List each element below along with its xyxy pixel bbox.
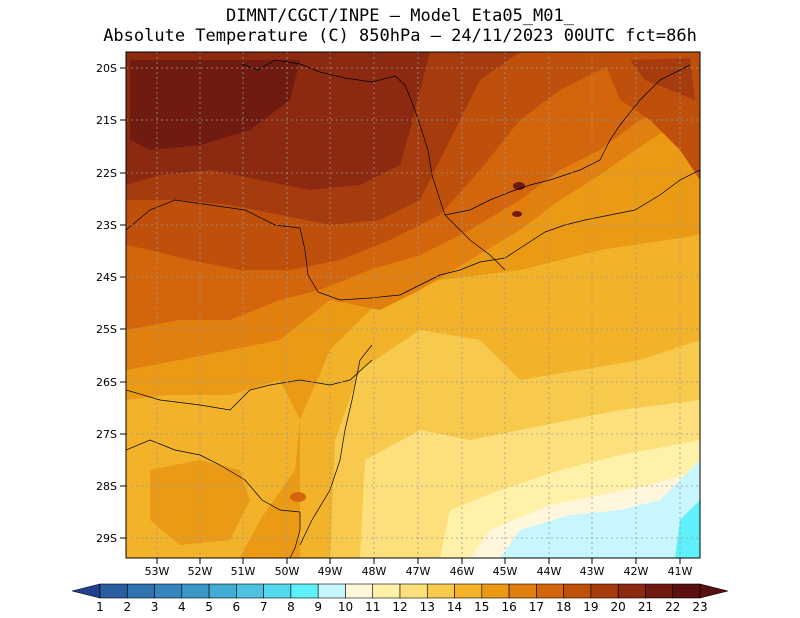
lat-label: 27S: [96, 428, 117, 441]
colorbar-label: 1: [96, 600, 104, 614]
colorbar-swatch: [345, 583, 374, 599]
colorbar-label: 2: [123, 600, 131, 614]
lon-label: 47W: [406, 565, 431, 578]
lat-label: 25S: [96, 323, 117, 336]
colorbar-swatch: [426, 583, 455, 599]
colorbar-swatch: [645, 583, 674, 599]
map-title-line1: DIMNT/CGCT/INPE — Model Eta05_M01_: [226, 6, 574, 26]
colorbar-swatch: [372, 583, 401, 599]
colorbar-label: 16: [501, 600, 516, 614]
lat-label: 20S: [96, 62, 117, 75]
lon-label: 52W: [188, 565, 213, 578]
lat-label: 24S: [96, 271, 117, 284]
lon-label: 44W: [537, 565, 562, 578]
colorbar-label: 5: [205, 600, 213, 614]
colorbar-swatch: [208, 583, 237, 599]
colorbar-swatch: [181, 583, 210, 599]
colorbar-label: 6: [233, 600, 241, 614]
lon-label: 45W: [493, 565, 518, 578]
state-borders: [126, 59, 700, 558]
map-title-line2: Absolute Temperature (C) 850hPa — 24/11/…: [103, 26, 697, 46]
lat-label: 23S: [96, 219, 117, 232]
colorbar-label: 9: [314, 600, 322, 614]
lon-label: 51W: [231, 565, 256, 578]
lon-label: 50W: [275, 565, 300, 578]
colorbar-swatch: [236, 583, 264, 599]
lat-label: 28S: [96, 480, 117, 493]
colorbar-swatch: [481, 583, 510, 599]
lon-label: 53W: [145, 565, 170, 578]
colorbar-swatch: [536, 583, 564, 599]
colorbar-label: 4: [178, 600, 186, 614]
lon-label: 49W: [318, 565, 343, 578]
colorbar-arrow-high: [699, 583, 729, 599]
temperature-field: [126, 52, 700, 558]
lat-label: 29S: [96, 532, 117, 545]
colorbar-label: 11: [365, 600, 380, 614]
colorbar-label: 17: [529, 600, 544, 614]
colorbar-swatch: [99, 583, 128, 599]
colorbar-label: 14: [447, 600, 462, 614]
colorbar-label: 20: [611, 600, 626, 614]
colorbar-swatch: [563, 583, 592, 599]
lon-label: 46W: [450, 565, 475, 578]
colorbar-swatch: [290, 583, 319, 599]
lon-label: 43W: [580, 565, 605, 578]
colorbar-label: 13: [420, 600, 435, 614]
map-frame: [125, 51, 701, 559]
colorbar-swatch: [399, 583, 428, 599]
colorbar-swatch: [263, 583, 292, 599]
lat-label: 22S: [96, 167, 117, 180]
colorbar-swatch: [508, 583, 537, 599]
colorbar-label: 22: [665, 600, 680, 614]
colorbar-label: 18: [556, 600, 571, 614]
colorbar-swatch: [590, 583, 619, 599]
colorbar-label: 12: [392, 600, 407, 614]
colorbar-swatch: [672, 583, 701, 599]
colorbar-label: 8: [287, 600, 295, 614]
colorbar-arrow-low: [71, 583, 101, 599]
colorbar-label: 23: [692, 600, 707, 614]
colorbar-swatch: [454, 583, 483, 599]
colorbar-swatch: [154, 583, 183, 599]
colorbar-label: 21: [638, 600, 653, 614]
colorbar-swatch: [126, 583, 155, 599]
colorbar-label: 19: [583, 600, 598, 614]
colorbar-swatch: [617, 583, 646, 599]
lon-label: 42W: [624, 565, 649, 578]
graticule: [126, 52, 700, 558]
lon-label: 41W: [668, 565, 693, 578]
lat-label: 26S: [96, 376, 117, 389]
colorbar-label: 7: [260, 600, 268, 614]
colorbar-label: 15: [474, 600, 489, 614]
colorbar-label: 3: [151, 600, 159, 614]
colorbar-label: 10: [338, 600, 353, 614]
colorbar-swatch: [317, 583, 346, 599]
lon-label: 48W: [362, 565, 387, 578]
lat-label: 21S: [96, 114, 117, 127]
colorbar: 1 2 3 4 5 6 7 8 9 10 11 12 13 14 15 16 17 18 19 20 21 22 23: [71, 583, 729, 614]
